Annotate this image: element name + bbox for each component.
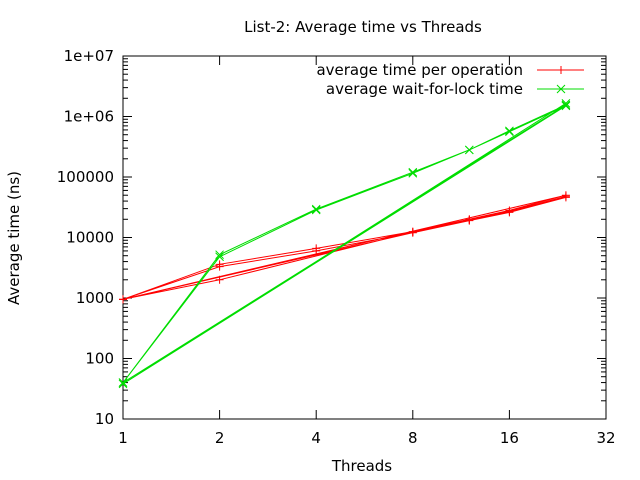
series-layer — [118, 98, 571, 389]
data-point — [312, 246, 321, 255]
data-point — [556, 84, 566, 94]
data-point — [561, 101, 571, 111]
legend-label: average wait-for-lock time — [326, 80, 523, 98]
legend-label: average time per operation — [316, 61, 523, 79]
series-wait-for-lock — [118, 98, 571, 389]
data-point — [408, 168, 418, 178]
x-tick-label: 32 — [596, 429, 615, 447]
y-tick-label: 10000 — [66, 229, 114, 247]
y-axis: 10 100 1000 10000 100000 1e+06 1e+07 — [57, 47, 606, 428]
data-point — [505, 127, 514, 137]
data-point — [215, 262, 224, 271]
data-point — [215, 250, 224, 260]
y-tick-label: 1e+07 — [64, 47, 114, 65]
y-tick-label: 10 — [95, 410, 114, 428]
data-point — [311, 204, 321, 214]
chart-title: List-2: Average time vs Threads — [244, 18, 482, 36]
y-tick-label: 100 — [85, 350, 114, 368]
series-line — [122, 194, 567, 300]
data-point — [118, 379, 128, 389]
plot-frame — [122, 55, 607, 420]
y-tick-label: 100000 — [57, 168, 114, 186]
data-point — [561, 192, 570, 201]
data-point — [119, 295, 127, 304]
x-tick-label: 16 — [500, 429, 519, 447]
x-axis-label: Threads — [331, 457, 392, 475]
data-point — [561, 100, 571, 110]
y-tick-label: 1000 — [76, 289, 114, 307]
data-point — [408, 167, 418, 177]
data-point — [465, 215, 474, 224]
x-tick-label: 8 — [408, 429, 418, 447]
x-tick-label: 2 — [215, 429, 225, 447]
data-point — [464, 145, 474, 155]
data-point — [557, 66, 565, 74]
series-average-time — [119, 191, 570, 304]
data-point — [311, 205, 321, 215]
data-point — [505, 207, 514, 216]
y-axis-label: Average time (ns) — [5, 171, 23, 305]
x-axis: 1 2 4 8 16 32 — [118, 56, 616, 447]
series-line — [122, 102, 567, 385]
data-point — [505, 126, 514, 136]
data-point — [215, 275, 224, 284]
data-point — [118, 378, 128, 387]
data-point — [561, 98, 571, 108]
y-tick-label: 1e+06 — [64, 108, 114, 126]
x-tick-label: 1 — [118, 429, 128, 447]
data-point — [215, 252, 224, 262]
data-point — [408, 228, 417, 237]
x-tick-label: 4 — [311, 429, 321, 447]
